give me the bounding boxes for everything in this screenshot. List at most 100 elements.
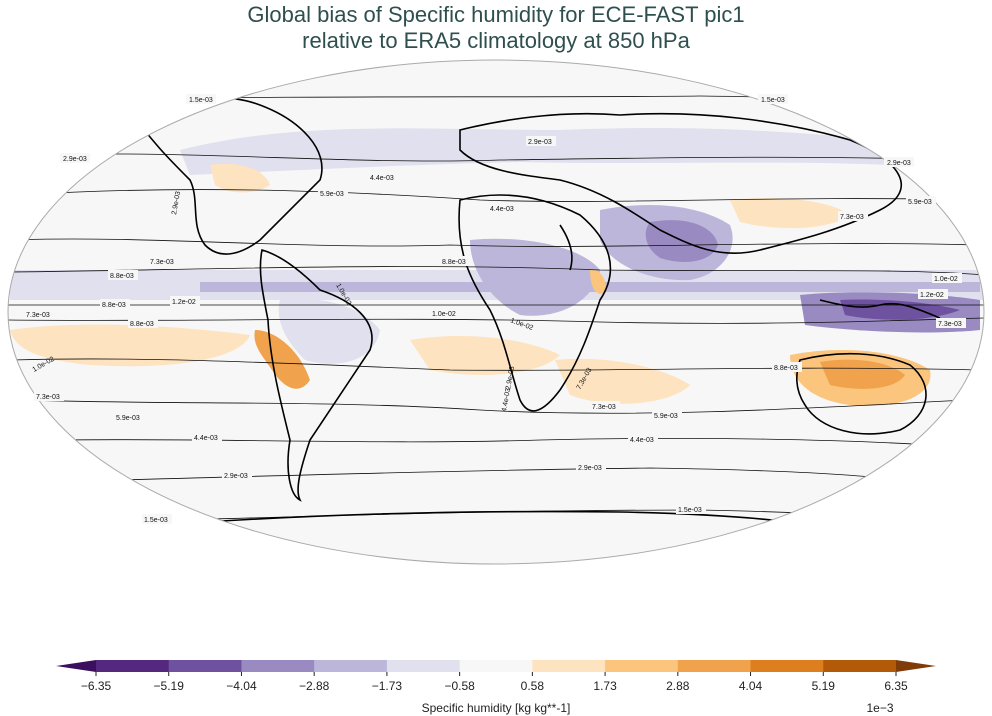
contour-label-bg bbox=[906, 196, 936, 206]
contour-label: 8.8e-03 bbox=[774, 365, 798, 372]
contour-label-bg bbox=[936, 318, 966, 328]
colorbar-under-triangle bbox=[56, 660, 96, 672]
contour-label-bg bbox=[108, 270, 138, 280]
colorbar-segment bbox=[168, 660, 242, 672]
colorbar-segment bbox=[386, 660, 461, 672]
contour-label: 8.8e-03 bbox=[102, 302, 126, 309]
contour-label-bg bbox=[368, 172, 398, 182]
contour-label: 2.9e-03 bbox=[505, 366, 516, 391]
contour-label: 7.3e-03 bbox=[150, 259, 174, 266]
contour-label-bg bbox=[932, 273, 962, 283]
contour-label: 1.5e-03 bbox=[678, 507, 702, 514]
bias-region-northern-band bbox=[180, 128, 890, 175]
contour-label: 8.8e-03 bbox=[130, 321, 154, 328]
contour-label: 7.3e-03 bbox=[26, 312, 50, 319]
contour-label: 2.9e-03 bbox=[887, 160, 911, 167]
contour-label: 1.0e-02 bbox=[432, 311, 456, 318]
contour-label: 1.5e-03 bbox=[761, 97, 785, 104]
contour-label-bg bbox=[590, 401, 620, 411]
contour-label-bg bbox=[884, 157, 914, 167]
colorbar-tick-label: −2.88 bbox=[299, 679, 330, 693]
colorbar-label: Specific humidity [kg kg**-1] bbox=[422, 701, 571, 715]
colorbar-segment bbox=[823, 660, 897, 672]
contour-label: 8.8e-03 bbox=[110, 273, 134, 280]
bias-region-north-america bbox=[210, 163, 270, 193]
contour-label: 2.9e-03 bbox=[578, 465, 602, 472]
contour-label: 1.5e-03 bbox=[189, 97, 213, 104]
bias-region-australia-core bbox=[820, 359, 905, 389]
colorbar-tick-label: −1.73 bbox=[372, 679, 403, 693]
contour-label-bg bbox=[128, 318, 158, 328]
contour-label: 2.9e-03 bbox=[224, 473, 248, 480]
bias-region-south-pacific bbox=[10, 324, 250, 367]
colorbar-segment bbox=[532, 660, 606, 672]
contour-label: 4.4e-03 bbox=[194, 435, 218, 442]
colorbar-tick-label: −6.35 bbox=[81, 679, 112, 693]
contour-label-bg bbox=[34, 391, 64, 401]
contour-label: 7.3e-03 bbox=[36, 394, 60, 401]
contour-label-bg bbox=[526, 136, 556, 146]
contour-label-bg bbox=[142, 514, 172, 524]
colorbar-tick-label: 1.73 bbox=[593, 679, 617, 693]
contour-label-bg bbox=[430, 308, 460, 318]
colorbar-tick-label: 2.88 bbox=[666, 679, 690, 693]
colorbar-segments bbox=[56, 660, 936, 672]
globe-outline bbox=[7, 59, 985, 565]
colorbar-ticks: −6.35 −5.19 −4.04 −2.88 −1.73 −0.58 0.58 1.73 2.… bbox=[81, 672, 908, 693]
bias-region-southeast-asia bbox=[730, 198, 850, 229]
contour-label-bg bbox=[222, 470, 252, 480]
contour-label: 5.9e-03 bbox=[116, 415, 140, 422]
bias-region-east-africa-highlands bbox=[590, 269, 606, 294]
contour-label-bg bbox=[60, 153, 90, 163]
contour-label-bg bbox=[148, 256, 178, 266]
contour-label-bg bbox=[758, 94, 788, 104]
contour-label-bg bbox=[100, 299, 130, 309]
contour-label: 7.3e-03 bbox=[938, 321, 962, 328]
colorbar-segment bbox=[314, 660, 388, 672]
contour-label: 4.4e-03 bbox=[501, 388, 512, 413]
contour-label-bg bbox=[918, 289, 948, 299]
colorbar-tick-label: −5.19 bbox=[154, 679, 185, 693]
contour-label-bg bbox=[170, 296, 200, 306]
contour-label-bg bbox=[838, 211, 868, 221]
colorbar-segment bbox=[459, 660, 533, 672]
colorbar-segment bbox=[677, 660, 752, 672]
globe: 1.5e-03 1.5e-03 2.9e-03 2.9e-03 2.9e-03 … bbox=[7, 59, 985, 565]
colorbar-tick-label: 4.04 bbox=[739, 679, 763, 693]
contour-label-bg bbox=[628, 434, 658, 444]
bias-region-south-atlantic bbox=[410, 335, 560, 375]
title-line-2: relative to ERA5 climatology at 850 hPa bbox=[302, 28, 690, 53]
colorbar-segment bbox=[96, 660, 170, 672]
bias-region-central-africa bbox=[470, 238, 600, 316]
colorbar-segment bbox=[605, 660, 679, 672]
colorbar-tick-label: 5.19 bbox=[812, 679, 836, 693]
contour-label-bg bbox=[772, 362, 802, 372]
colorbar-tick-label: 6.35 bbox=[884, 679, 908, 693]
title-line-1: Global bias of Specific humidity for ECE… bbox=[247, 2, 745, 27]
colorbar-tick-label: −0.58 bbox=[444, 679, 475, 693]
colorbar-over-triangle bbox=[896, 660, 936, 672]
bias-region-andes bbox=[254, 330, 310, 389]
contour-label: 1.2e-02 bbox=[172, 299, 196, 306]
colorbar-tick-label: −4.04 bbox=[226, 679, 257, 693]
contour-label: 7.3e-03 bbox=[840, 214, 864, 221]
contour-label-bg bbox=[576, 462, 606, 472]
contour-label: 1.2e-02 bbox=[920, 292, 944, 299]
contour-label: 1.0e-02 bbox=[934, 276, 958, 283]
contour-label-bg bbox=[186, 94, 216, 104]
contour-label: 8.8e-03 bbox=[442, 259, 466, 266]
contour-label-bg bbox=[440, 256, 470, 266]
contour-label: 4.4e-03 bbox=[370, 175, 394, 182]
contour-label-bg bbox=[318, 188, 348, 198]
contour-label-bg bbox=[652, 410, 682, 420]
contour-label: 5.9e-03 bbox=[654, 413, 678, 420]
contour-label: 2.9e-03 bbox=[528, 139, 552, 146]
contour-label: 5.9e-03 bbox=[320, 191, 344, 198]
colorbar-tick-label: 0.58 bbox=[521, 679, 545, 693]
colorbar-multiplier: 1e−3 bbox=[866, 701, 893, 715]
colorbar: −6.35 −5.19 −4.04 −2.88 −1.73 −0.58 0.58 1.73 2.… bbox=[56, 660, 936, 715]
contour-label: 7.3e-03 bbox=[592, 404, 616, 411]
contour-label: 2.9e-03 bbox=[63, 156, 87, 163]
colorbar-segment bbox=[241, 660, 315, 672]
